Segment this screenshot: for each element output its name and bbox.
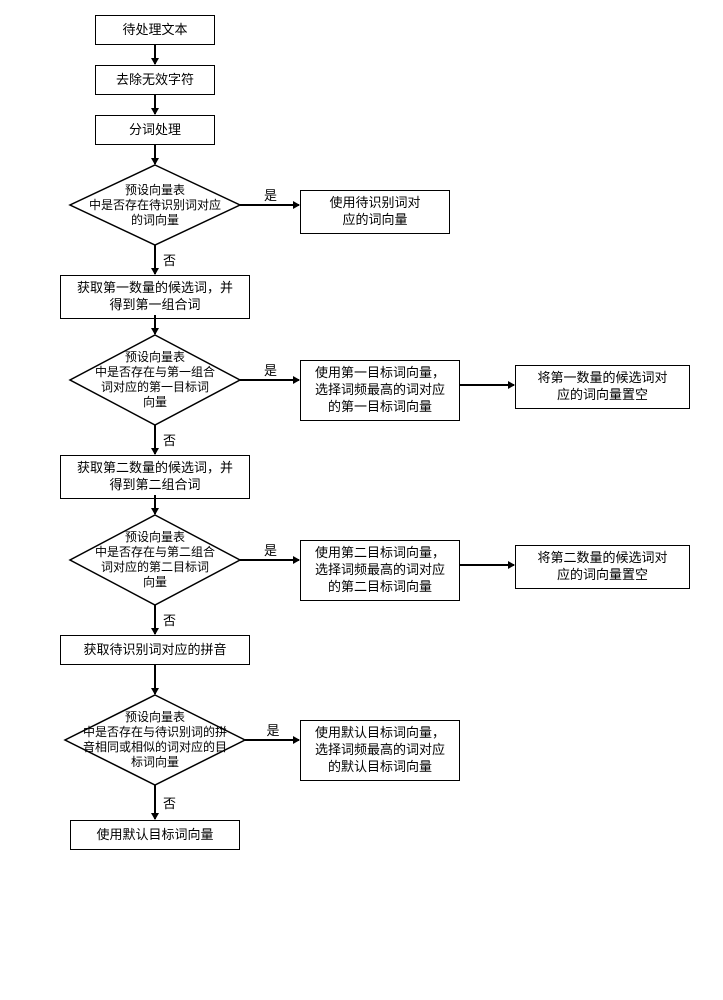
flowchart-arrow [240,379,299,381]
flowchart-node-n6: 使用第一目标词向量，选择词频最高的词对应的第一目标词向量 [300,360,460,421]
flowchart-edge-label: 是 [265,720,282,739]
flowchart-arrow [154,315,156,334]
flowchart-arrow [240,204,299,206]
flowchart-node-n2: 去除无效字符 [95,65,215,95]
flowchart-node-n13: 使用默认目标词向量 [70,820,240,850]
flowchart-node-n3: 分词处理 [95,115,215,145]
flowchart-diamond-text-d4: 预设向量表中是否存在与待识别词的拼音相同或相似的词对应的目标词向量 [65,695,245,785]
flowchart-arrow [154,95,156,114]
flowchart-node-n1: 待处理文本 [95,15,215,45]
flowchart-arrow [154,425,156,454]
flowchart-node-n8: 获取第二数量的候选词，并得到第二组合词 [60,455,250,499]
flowchart-edge-label: 否 [161,430,178,449]
flowchart-node-n12: 使用默认目标词向量，选择词频最高的词对应的默认目标词向量 [300,720,460,781]
flowchart-arrow [154,245,156,274]
flowchart-arrow [460,564,514,566]
flowchart-arrow [154,665,156,694]
flowchart-node-n7: 将第一数量的候选词对应的词向量置空 [515,365,690,409]
flowchart-arrow [460,384,514,386]
flowchart-node-n10: 将第二数量的候选词对应的词向量置空 [515,545,690,589]
flowchart-diamond-text-d2: 预设向量表中是否存在与第一组合词对应的第一目标词向量 [70,335,240,425]
flowchart-diamond-text-d3: 预设向量表中是否存在与第二组合词对应的第二目标词向量 [70,515,240,605]
flowchart-diamond-text-d1: 预设向量表中是否存在待识别词对应的词向量 [70,165,240,245]
flowchart-node-n11: 获取待识别词对应的拼音 [60,635,250,665]
flowchart-arrow [154,495,156,514]
flowchart-canvas: 待处理文本去除无效字符分词处理预设向量表中是否存在待识别词对应的词向量 使用待识别… [0,0,723,1000]
flowchart-node-n4: 使用待识别词对应的词向量 [300,190,450,234]
flowchart-arrow [245,739,299,741]
flowchart-edge-label: 是 [262,360,279,379]
flowchart-arrow [154,45,156,64]
flowchart-edge-label: 否 [161,610,178,629]
flowchart-node-n9: 使用第二目标词向量，选择词频最高的词对应的第二目标词向量 [300,540,460,601]
flowchart-arrow [154,145,156,164]
flowchart-arrow [154,785,156,819]
flowchart-edge-label: 否 [161,250,178,269]
flowchart-edge-label: 否 [161,793,178,812]
flowchart-edge-label: 是 [262,185,279,204]
flowchart-node-n5: 获取第一数量的候选词，并得到第一组合词 [60,275,250,319]
flowchart-edge-label: 是 [262,540,279,559]
flowchart-arrow [154,605,156,634]
flowchart-arrow [240,559,299,561]
